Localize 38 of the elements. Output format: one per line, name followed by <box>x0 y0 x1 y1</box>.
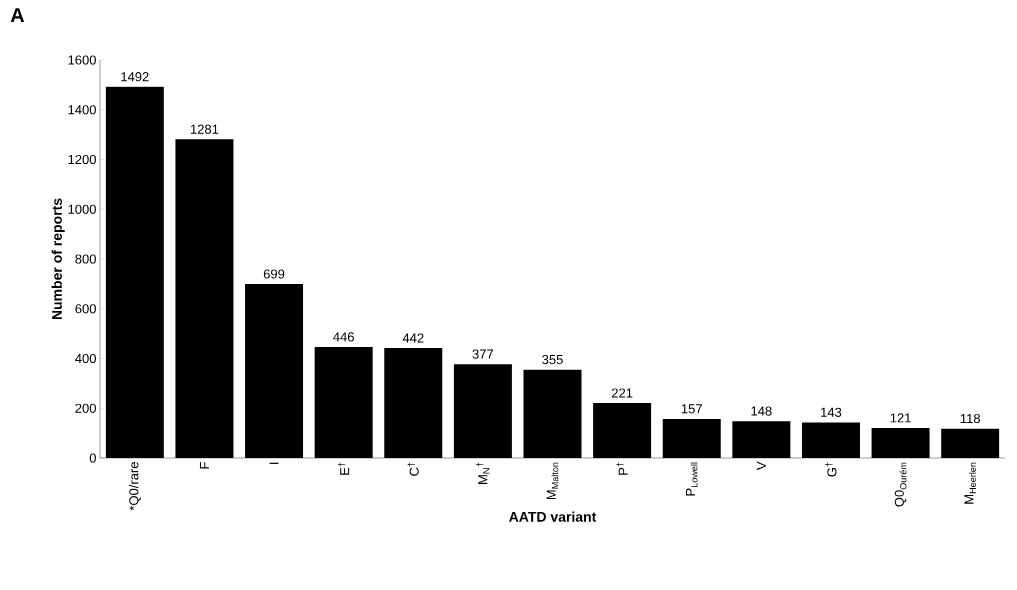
data-label: 355 <box>542 354 563 365</box>
data-label: 143 <box>821 407 842 417</box>
x-tick-label: M$_{Heerlen}$ <box>964 462 976 504</box>
y-axis-title: Number of reports <box>51 198 65 320</box>
x-tick-label: V <box>756 461 766 471</box>
y-tick-label: 1000 <box>68 204 96 214</box>
x-tick-label: G$^{†}$ <box>825 462 837 477</box>
data-label: 442 <box>402 333 424 343</box>
data-label: 377 <box>472 349 494 359</box>
x-tick-label: P$_{Lowell}$ <box>686 462 698 496</box>
y-tick-label: 800 <box>75 254 96 264</box>
x-tick-label: P$^{†}$ <box>616 462 628 475</box>
data-label: 221 <box>611 388 633 398</box>
x-tick-label: M$_{N}$† <box>476 462 490 484</box>
y-tick-label: 1600 <box>68 55 96 65</box>
data-label: 118 <box>960 413 980 424</box>
y-tick-label: 200 <box>75 403 96 413</box>
y-tick-label: 1200 <box>68 154 96 165</box>
x-tick-label: *Q0/rare <box>128 462 141 511</box>
x-tick-label: E$^{†}$ <box>338 462 350 475</box>
x-tick-label: C$^{†}$ <box>407 462 419 476</box>
x-tick-label: Q0$_{Ourém}$ <box>894 462 907 507</box>
data-label: 699 <box>263 269 285 279</box>
x-tick-label: F <box>199 462 209 469</box>
chart-title: A <box>10 8 25 22</box>
data-label: 148 <box>751 406 772 416</box>
y-tick-label: 1400 <box>68 105 96 115</box>
x-axis-title: AATD variant <box>509 511 597 522</box>
data-label: 1492 <box>121 72 149 82</box>
y-tick-label: 600 <box>75 304 96 314</box>
data-label: 157 <box>681 404 702 414</box>
x-tick-label: M$_{Malton}$ <box>546 462 559 500</box>
data-label: 446 <box>333 332 354 342</box>
data-label: 121 <box>890 413 911 423</box>
y-tick-label: 400 <box>75 353 96 364</box>
data-label: 1281 <box>190 124 219 134</box>
x-tick-label: I <box>269 462 279 464</box>
y-tick-label: 0 <box>89 453 96 463</box>
